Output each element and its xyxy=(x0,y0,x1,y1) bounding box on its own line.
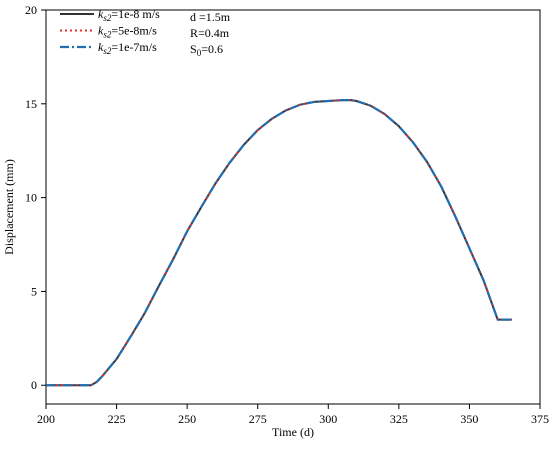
param-saturation-symbol: S xyxy=(190,42,197,56)
legend-value: =1e-7m/s xyxy=(111,40,157,54)
legend-value: =5e-8m/s xyxy=(111,24,157,38)
legend-symbol: k xyxy=(98,24,104,38)
series-line-1 xyxy=(46,99,512,387)
x-tick-label: 275 xyxy=(249,412,267,426)
x-tick-label: 300 xyxy=(319,412,337,426)
param-saturation-value: =0.6 xyxy=(201,42,223,56)
legend-label-2: ks2=5e-8m/s xyxy=(98,24,157,40)
x-tick-label: 375 xyxy=(531,412,549,426)
series-lines xyxy=(46,98,512,387)
legend-symbol: k xyxy=(98,7,104,21)
legend-value: =1e-8 m/s xyxy=(111,7,160,21)
legend-subscript: s2 xyxy=(103,30,112,40)
param-radius: R=0.4m xyxy=(190,26,230,40)
y-tick-label: 10 xyxy=(25,191,37,205)
x-axis-ticks: 200 225 250 275 300 325 350 375 xyxy=(37,404,549,426)
parameter-annotations: d =1.5m R=0.4m S0=0.6 xyxy=(190,10,231,58)
y-tick-label: 20 xyxy=(25,3,37,17)
y-tick-label: 5 xyxy=(31,284,37,298)
y-axis-ticks: 0 5 10 15 20 xyxy=(25,3,46,392)
legend-subscript: s2 xyxy=(103,13,112,23)
plot-frame xyxy=(45,9,541,405)
series-line-2 xyxy=(46,99,512,387)
x-tick-label: 350 xyxy=(460,412,478,426)
x-axis-title: Time (d) xyxy=(272,425,314,439)
legend-label-3: ks2=1e-7m/s xyxy=(98,40,157,56)
x-tick-label: 225 xyxy=(108,412,126,426)
legend-label-1: ks2=1e-8 m/s xyxy=(98,7,160,23)
param-saturation: S0=0.6 xyxy=(190,42,223,58)
plot-area xyxy=(45,9,541,405)
param-saturation-subscript: 0 xyxy=(197,48,202,58)
legend-subscript: s2 xyxy=(103,46,112,56)
x-tick-label: 200 xyxy=(37,412,55,426)
y-tick-label: 15 xyxy=(25,97,37,111)
series-line-3 xyxy=(46,98,512,387)
param-diameter: d =1.5m xyxy=(190,10,231,24)
y-axis-title: Displacement (mm) xyxy=(2,159,16,255)
x-tick-label: 250 xyxy=(178,412,196,426)
y-tick-label: 0 xyxy=(31,378,37,392)
x-tick-label: 325 xyxy=(390,412,408,426)
legend-symbol: k xyxy=(98,40,104,54)
